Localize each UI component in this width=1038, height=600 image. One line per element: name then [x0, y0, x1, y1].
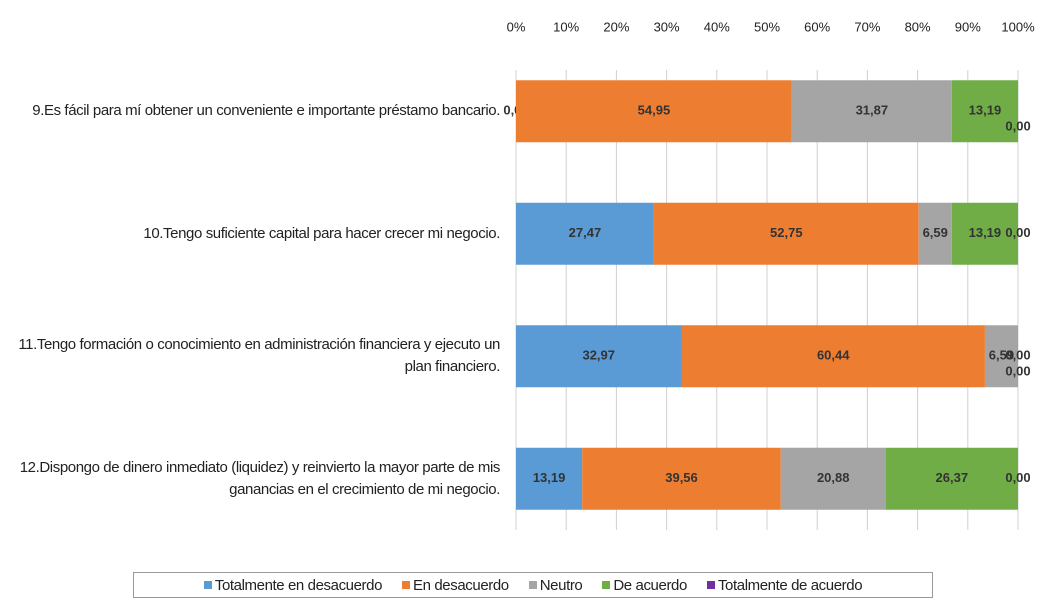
- bar-segment: [951, 80, 1019, 143]
- data-label: 31,87: [856, 103, 889, 118]
- legend-item: Neutro: [528, 576, 583, 594]
- legend-swatch: [528, 581, 537, 589]
- x-tick-label: 80%: [905, 19, 931, 34]
- data-label: 0,00: [1005, 348, 1030, 363]
- bar-segment: [516, 80, 792, 143]
- legend-swatch: [402, 581, 411, 589]
- x-tick-label: 0%: [507, 19, 526, 34]
- bar-segment: [780, 447, 886, 510]
- legend-item: En desacuerdo: [402, 577, 509, 594]
- legend-label: Totalmente en desacuerdo: [214, 576, 383, 594]
- bar-segment: [516, 325, 682, 388]
- legend-label: Totalmente de acuerdo: [717, 576, 863, 594]
- bar-segment: [582, 447, 781, 510]
- data-label: 13,19: [969, 103, 1002, 118]
- bar-segment: [516, 447, 583, 510]
- bar-segment: [681, 325, 985, 388]
- x-tick-label: 100%: [1001, 19, 1035, 34]
- data-label: 39,56: [665, 470, 698, 485]
- legend-item: Totalmente de acuerdo: [706, 576, 863, 594]
- bar-segment: [951, 202, 1018, 265]
- legend-label: Neutro: [539, 576, 583, 594]
- data-label: 27,47: [569, 225, 602, 240]
- data-label: 0,00: [1005, 119, 1030, 134]
- legend: Totalmente en desacuerdo En desacuerdo Neu…: [133, 572, 933, 598]
- legend-swatch: [602, 581, 611, 589]
- legend-swatch: [203, 581, 212, 589]
- bar-segment: [791, 80, 952, 143]
- bar-segment: [653, 202, 919, 265]
- legend-item: De acuerdo: [602, 577, 687, 594]
- x-tick-label: 70%: [854, 19, 880, 34]
- x-tick-label: 40%: [704, 19, 730, 34]
- bar-segment: [918, 202, 952, 265]
- legend-item: Totalmente en desacuerdo: [203, 576, 383, 594]
- data-label: 6,59: [923, 225, 948, 240]
- x-tick-label: 20%: [603, 19, 629, 34]
- data-label: 6,59: [989, 348, 1014, 363]
- data-label: 0,00: [1005, 225, 1030, 240]
- data-label: 26,37: [936, 470, 969, 485]
- legend-label: En desacuerdo: [413, 576, 509, 594]
- legend-label: De acuerdo: [613, 576, 687, 594]
- x-tick-label: 10%: [553, 19, 579, 34]
- category-label: 9.Es fácil para mí obtener un convenient…: [32, 102, 500, 120]
- bar-segment: [984, 325, 1018, 388]
- category-label: 12.Dispongo de dinero inmediato (liquide…: [19, 458, 501, 498]
- x-tick-label: 30%: [654, 19, 680, 34]
- x-tick-label: 60%: [804, 19, 830, 34]
- data-label: 13,19: [969, 225, 1002, 240]
- x-tick-label: 90%: [955, 19, 981, 34]
- data-label: 0,00: [1005, 364, 1030, 379]
- data-label: 20,88: [817, 470, 850, 485]
- data-label: 32,97: [582, 348, 615, 363]
- data-label: 13,19: [533, 470, 566, 485]
- data-label: 54,95: [638, 103, 671, 118]
- bar-segment: [516, 202, 654, 265]
- data-label: 52,75: [770, 225, 803, 240]
- bar-segment: [885, 447, 1018, 510]
- legend-swatch: [706, 581, 715, 589]
- data-label: 0,00: [1005, 470, 1030, 485]
- category-label: 11.Tengo formación o conocimiento en adm…: [18, 336, 500, 376]
- category-label: 10.Tengo suficiente capital para hacer c…: [143, 224, 500, 242]
- data-label: 60,44: [817, 348, 850, 363]
- x-tick-label: 50%: [754, 19, 780, 34]
